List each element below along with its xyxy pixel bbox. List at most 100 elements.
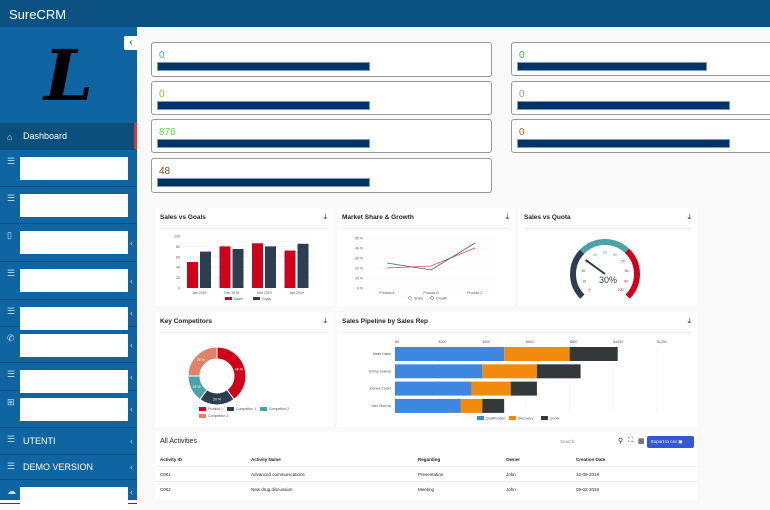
search-icon[interactable]: ⚲ (618, 438, 624, 445)
stat-value: 0 (159, 89, 165, 100)
x-tick-label: $200 (439, 340, 447, 344)
chevron-left-icon: ‹ (130, 486, 133, 497)
legend-label: Competitor 3 (208, 414, 228, 418)
sidebar-item[interactable]: ☰ UTENTI ‹ (0, 428, 137, 455)
bar-quote (482, 398, 505, 413)
table-row[interactable]: C002 New drug discussion Meeting John 09-02-… (155, 481, 697, 496)
sidebar-item[interactable]: ☰ (0, 187, 137, 224)
legend-label: Share (414, 297, 423, 301)
y-tick-label: 0 (178, 287, 180, 291)
download-icon[interactable]: ⤓ (687, 212, 691, 221)
gauge-band (624, 248, 640, 299)
chevron-left-icon: ‹ (130, 339, 133, 350)
legend-label: Discovery (518, 417, 534, 421)
competitors-donut: 40 % 20 % 15 % 25 % Product 1 Competitor 1 Com… (187, 346, 289, 418)
stat-card: 0 (511, 119, 770, 153)
bar-qualification (395, 364, 483, 379)
legend-marker (430, 296, 434, 300)
sidebar-item-label-box (20, 157, 128, 180)
export-label: Export to csv (651, 439, 678, 444)
legend-label: Competitor 2 (269, 407, 289, 411)
y-tick-label: 100 (174, 235, 180, 239)
download-icon[interactable]: ⤓ (323, 212, 327, 221)
panel-title: Market Share & Growth (342, 214, 414, 221)
sidebar-collapse-button[interactable]: ‹ (124, 36, 138, 50)
export-csv-button[interactable]: Export to csv ▣ (647, 436, 694, 448)
y-tick-label: Alex Morrow (372, 404, 392, 408)
panel-title: Sales vs Quota (524, 214, 571, 221)
stat-value: 876 (159, 127, 176, 138)
legend-swatch (509, 416, 516, 420)
line-growth (386, 242, 476, 271)
legend-swatch (253, 297, 260, 300)
stat-card: 0 (511, 42, 770, 76)
x-tick-label: Product B (423, 291, 439, 295)
stat-bar (517, 139, 730, 148)
sidebar-item-label-box (20, 231, 128, 254)
sidebar-item[interactable]: ⊞ ‹ (0, 391, 137, 428)
sitemap-icon: ⊞ (7, 397, 15, 407)
sidebar-item[interactable]: ▯ ‹ (0, 224, 137, 262)
x-tick-label: Feb 2019 (224, 291, 239, 295)
legend-label: Quote (550, 417, 560, 421)
legend-swatch (227, 407, 234, 411)
table-cell: Advanced communications (251, 472, 305, 477)
columns-icon[interactable]: ▦ (638, 438, 645, 445)
sidebar-item[interactable]: ⌂ Dashboard (0, 123, 137, 150)
y-tick-label: 30 % (355, 257, 363, 261)
slice-label: 15 % (193, 385, 201, 389)
gauge-band (570, 249, 585, 299)
stat-bar (157, 101, 370, 110)
stat-value: 0 (159, 50, 165, 61)
x-tick-label: Product C (467, 291, 483, 295)
bar-quote (536, 364, 581, 379)
menu-icon: ☰ (7, 156, 16, 166)
sidebar-item[interactable]: ☁ ‹ (0, 480, 137, 510)
sidebar-item[interactable]: ☰ ‹ (0, 363, 137, 393)
download-icon[interactable]: ⤓ (323, 316, 327, 325)
sidebar-item-label: Dashboard (23, 131, 68, 141)
stat-bar (157, 62, 370, 71)
legend-label: Competitor 1 (236, 407, 256, 411)
home-icon: ⌂ (7, 132, 13, 142)
logo: L (43, 33, 94, 117)
bar-sales (219, 246, 231, 288)
panel-title: Key Competitors (160, 318, 213, 325)
table-row[interactable]: C001 Advanced communications Presentation J… (155, 466, 697, 481)
gauge-tick-label: 70 (621, 260, 625, 264)
download-icon[interactable]: ⤓ (505, 212, 509, 221)
search-input[interactable]: Search (560, 439, 575, 444)
x-tick-label: $600 (526, 340, 534, 344)
sidebar-item[interactable]: ✆ ‹ (0, 327, 137, 363)
legend-marker (408, 296, 412, 300)
download-icon[interactable]: ⤓ (687, 316, 691, 325)
bar-sales (252, 243, 263, 288)
x-tick-label: $800 (570, 340, 578, 344)
app-header: SureCRM (0, 0, 770, 27)
table-cell: Meeting (418, 487, 435, 492)
gauge-tick-label: 0 (588, 288, 590, 292)
gauge-tick-label: 50 (603, 251, 607, 255)
legend-swatch (225, 297, 232, 300)
sidebar-item[interactable]: ☰ ‹ (0, 262, 137, 300)
sidebar-item[interactable]: ☰ ‹ (0, 300, 137, 330)
stat-bar (157, 178, 370, 187)
pipeline-chart: $0 $200 $400 $600 $800 $1000 $1200 Mack Hales Ji… (368, 340, 666, 421)
sidebar-item[interactable]: ☰ DEMO VERSION ‹ (0, 455, 137, 480)
y-tick-label: Jimmy Joanna (368, 369, 391, 373)
stat-bar (517, 62, 707, 71)
gauge-tick-label: 20 (581, 269, 585, 273)
fullscreen-icon[interactable]: ⛶ (628, 437, 633, 444)
y-tick-label: 20 (176, 276, 180, 280)
stat-bar (157, 139, 370, 148)
gauge-tick-label: 10 (582, 279, 586, 283)
legend-swatch (260, 407, 267, 411)
sidebar-item-label-box (20, 307, 128, 330)
sidebar-item[interactable]: ☰ (0, 150, 137, 187)
market-share-chart: 0 % 10 % 20 % 30 % 40 % 50 % Product A Product … (355, 237, 497, 301)
x-tick-label: Jan 2019 (192, 291, 206, 295)
sidebar-item-label-box (20, 487, 128, 510)
legend-label: Growth (436, 297, 447, 301)
sidebar-item-label-box (20, 370, 128, 393)
stat-card: 876 (151, 119, 492, 153)
